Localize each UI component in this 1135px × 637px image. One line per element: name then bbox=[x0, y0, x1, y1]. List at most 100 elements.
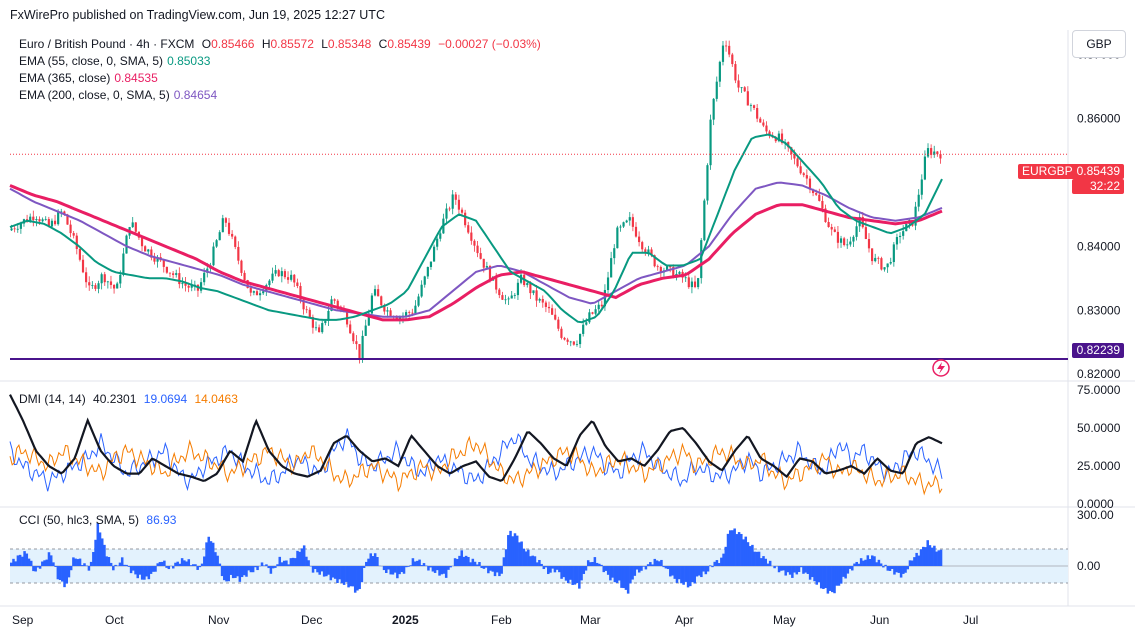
time-tick-label: Oct bbox=[105, 613, 124, 627]
candle-body bbox=[165, 266, 168, 273]
cci-bar bbox=[438, 566, 441, 576]
cci-bar bbox=[209, 541, 213, 567]
cci-bar bbox=[890, 566, 894, 569]
candle-body bbox=[541, 299, 544, 303]
cci-bar bbox=[67, 566, 71, 578]
time-tick-label: Jul bbox=[963, 613, 978, 627]
cci-bar bbox=[493, 566, 497, 577]
cci-bar bbox=[140, 566, 144, 580]
candle-body bbox=[582, 324, 585, 334]
cci-bar bbox=[935, 551, 938, 567]
cci-bar bbox=[29, 560, 33, 567]
cci-bar bbox=[92, 552, 95, 567]
candle-body bbox=[485, 266, 488, 268]
cci-bar bbox=[440, 566, 444, 575]
cci-bar bbox=[429, 566, 432, 568]
candle-body bbox=[864, 227, 867, 240]
cci-bar bbox=[291, 557, 295, 567]
time-tick-label: Apr bbox=[675, 613, 694, 627]
candle-body bbox=[631, 217, 634, 227]
legend-close: 0.85439 bbox=[387, 37, 431, 51]
cci-bar bbox=[280, 562, 284, 567]
candle-body bbox=[423, 276, 426, 285]
cci-bar bbox=[94, 539, 97, 567]
legend-low: 0.85348 bbox=[327, 37, 372, 51]
candle-body bbox=[796, 158, 799, 167]
cci-bar bbox=[939, 549, 943, 567]
cci-bar bbox=[76, 559, 80, 567]
candle-body bbox=[333, 299, 336, 301]
candle-body bbox=[836, 231, 840, 243]
candle-body bbox=[855, 226, 858, 237]
cci-bar bbox=[422, 563, 426, 567]
cci-bar bbox=[365, 561, 368, 567]
cci-bar bbox=[797, 566, 801, 572]
candle-body bbox=[60, 211, 63, 213]
candle-body bbox=[172, 273, 175, 275]
cci-bar bbox=[768, 560, 772, 567]
candle-body bbox=[501, 295, 504, 300]
candle-body bbox=[367, 313, 370, 326]
candle-body bbox=[53, 220, 57, 225]
cci-bar bbox=[755, 551, 759, 567]
cci-bar bbox=[547, 566, 550, 575]
candle-body bbox=[277, 270, 280, 277]
cci-bar bbox=[695, 566, 699, 577]
cci-bar bbox=[373, 553, 377, 567]
candle-body bbox=[743, 87, 746, 92]
cci-legend: CCI (50, hlc3, SMA, 5) 86.93 bbox=[19, 513, 180, 527]
cci-bar bbox=[360, 566, 364, 583]
cci-bar bbox=[735, 534, 739, 567]
cci-bar bbox=[522, 548, 526, 567]
candle-body bbox=[398, 317, 401, 320]
cci-bar bbox=[351, 566, 355, 587]
cci-bar bbox=[300, 548, 304, 567]
cci-bar bbox=[240, 566, 244, 578]
cci-bar bbox=[882, 566, 885, 568]
cci-bar bbox=[875, 562, 878, 567]
cci-bar bbox=[302, 545, 306, 567]
cci-bar bbox=[533, 556, 537, 567]
candle-body bbox=[799, 166, 802, 174]
cci-bar bbox=[129, 566, 133, 574]
cci-bar bbox=[196, 566, 199, 570]
candle-body bbox=[641, 242, 644, 250]
cci-bar bbox=[757, 551, 761, 567]
cci-bar bbox=[584, 566, 588, 571]
cci-bar bbox=[407, 566, 410, 567]
cci-bar bbox=[89, 561, 93, 567]
candle-body bbox=[488, 266, 492, 281]
candle-body bbox=[476, 245, 479, 254]
cci-bar bbox=[855, 561, 858, 567]
cci-bar bbox=[358, 566, 361, 590]
cci-bar bbox=[331, 566, 335, 578]
legend-open: 0.85466 bbox=[211, 37, 255, 51]
cci-bar bbox=[207, 536, 211, 567]
cci-bar bbox=[96, 523, 100, 567]
cci-bar bbox=[467, 557, 470, 567]
cci-bar bbox=[884, 564, 887, 567]
cci-bar bbox=[560, 566, 563, 579]
currency-selector[interactable]: GBP bbox=[1072, 30, 1126, 58]
cci-bar bbox=[520, 541, 523, 567]
cci-bar bbox=[447, 566, 450, 570]
cci-bar bbox=[657, 561, 661, 567]
cci-bar bbox=[751, 544, 754, 567]
cci-bar bbox=[902, 566, 905, 574]
candle-body bbox=[280, 271, 283, 277]
cci-bar bbox=[906, 566, 910, 570]
cci-bar bbox=[211, 542, 215, 567]
candle-body bbox=[734, 64, 737, 81]
candle-body bbox=[563, 337, 566, 340]
candle-body bbox=[898, 235, 902, 238]
candle-body bbox=[777, 133, 780, 142]
cci-bar bbox=[243, 566, 246, 576]
candle-body bbox=[358, 344, 361, 359]
cci-bar bbox=[620, 566, 623, 588]
cci-bar bbox=[314, 566, 317, 570]
candle-body bbox=[706, 165, 709, 201]
cci-bar bbox=[651, 564, 654, 567]
cci-bar bbox=[870, 555, 874, 567]
cci-bar bbox=[52, 562, 55, 567]
